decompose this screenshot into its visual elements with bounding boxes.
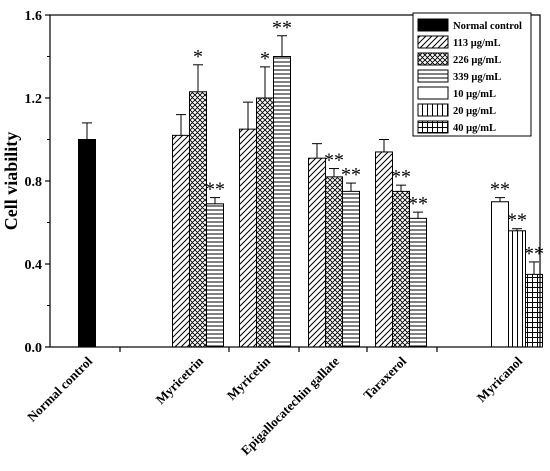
x-tick-label: Myricetin [224, 353, 274, 403]
y-tick-label: 1.6 [25, 9, 43, 24]
error-bar [210, 197, 220, 204]
error-bar [529, 261, 539, 275]
legend-label: 113 μg/mL [453, 38, 501, 49]
legend-swatch [417, 69, 449, 83]
legend-swatch [417, 52, 449, 66]
significance-label: ** [205, 179, 225, 201]
legend-label: 226 μg/mL [453, 55, 501, 66]
significance-label: ** [391, 166, 411, 188]
y-tick-label: 0.0 [25, 341, 43, 356]
bar [409, 217, 427, 348]
significance-label: * [193, 46, 203, 68]
error-bar [312, 143, 322, 159]
significance-label: ** [524, 243, 544, 265]
plot-bars [78, 56, 543, 348]
legend-swatch [417, 18, 449, 32]
significance-label: ** [272, 17, 292, 39]
error-bar [379, 139, 389, 152]
bar [172, 134, 190, 348]
bar [375, 151, 393, 348]
x-tick-label: Normal control [24, 353, 95, 424]
error-bar [495, 197, 505, 202]
y-axis: 0.0 0.4 0.8 1.2 1.6 [25, 9, 50, 356]
error-bar [176, 114, 186, 136]
error-bar [329, 168, 339, 177]
bar [342, 190, 360, 348]
legend-label: 339 μg/mL [453, 72, 501, 83]
error-bar [243, 101, 253, 130]
error-bar [193, 64, 203, 92]
error-bars [82, 35, 539, 275]
bar [239, 128, 257, 348]
bar [78, 139, 96, 348]
legend-swatch [417, 120, 449, 134]
legend-label: 10 μg/mL [453, 89, 496, 100]
significance-label: ** [324, 150, 344, 172]
error-bar [396, 184, 406, 192]
legend: Normal control 113 μg/mL 226 μg/mL 339 μg/m… [412, 12, 532, 137]
significance-label: * [260, 48, 270, 70]
x-axis: Normal control Myricetrin MyricetinEpigall… [24, 347, 525, 458]
bar [273, 56, 291, 348]
y-axis-label: Cell viability [1, 132, 21, 231]
bar [206, 203, 224, 348]
legend-swatch [417, 86, 449, 100]
y-tick-label: 1.2 [25, 92, 43, 107]
legend-label: Normal control [453, 21, 522, 32]
significance-label: ** [490, 179, 510, 201]
significance-label: ** [507, 210, 527, 232]
x-tick-label: Taraxerol [360, 353, 409, 402]
error-bar [277, 35, 287, 57]
legend-label: 20 μg/mL [453, 106, 496, 117]
error-bar [260, 66, 270, 98]
significance-marks: ********** ********** [193, 17, 544, 265]
error-bar [512, 228, 522, 231]
significance-label: ** [341, 164, 361, 186]
bar [325, 176, 343, 348]
y-tick-label: 0.8 [25, 175, 43, 190]
bar [392, 190, 410, 348]
bar [308, 157, 326, 348]
bar [508, 230, 526, 348]
bar [491, 201, 509, 348]
error-bar [413, 211, 423, 219]
legend-swatch [417, 103, 449, 117]
bar [189, 91, 207, 348]
x-tick-label: Myricetrin [153, 353, 207, 407]
legend-swatch [417, 35, 449, 49]
y-tick-label: 0.4 [25, 258, 43, 273]
error-bar [82, 122, 92, 140]
error-bar [346, 182, 356, 192]
bar [256, 97, 274, 348]
significance-label: ** [408, 193, 428, 215]
legend-label: 40 μg/mL [453, 123, 496, 134]
x-tick-label: Myricanol [474, 353, 526, 405]
